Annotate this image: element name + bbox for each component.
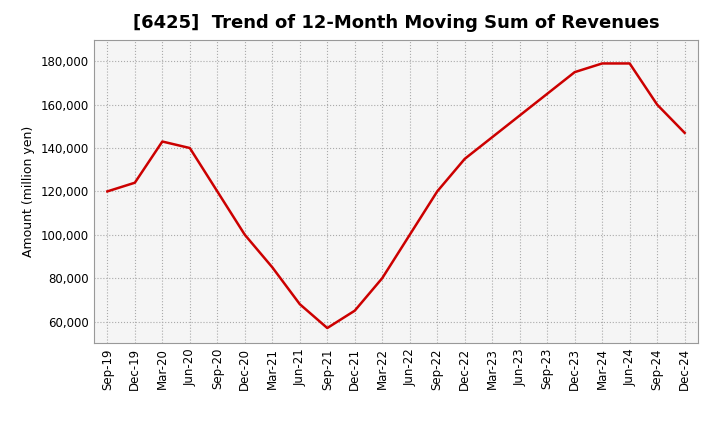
- Title: [6425]  Trend of 12-Month Moving Sum of Revenues: [6425] Trend of 12-Month Moving Sum of R…: [132, 15, 660, 33]
- Y-axis label: Amount (million yen): Amount (million yen): [22, 126, 35, 257]
